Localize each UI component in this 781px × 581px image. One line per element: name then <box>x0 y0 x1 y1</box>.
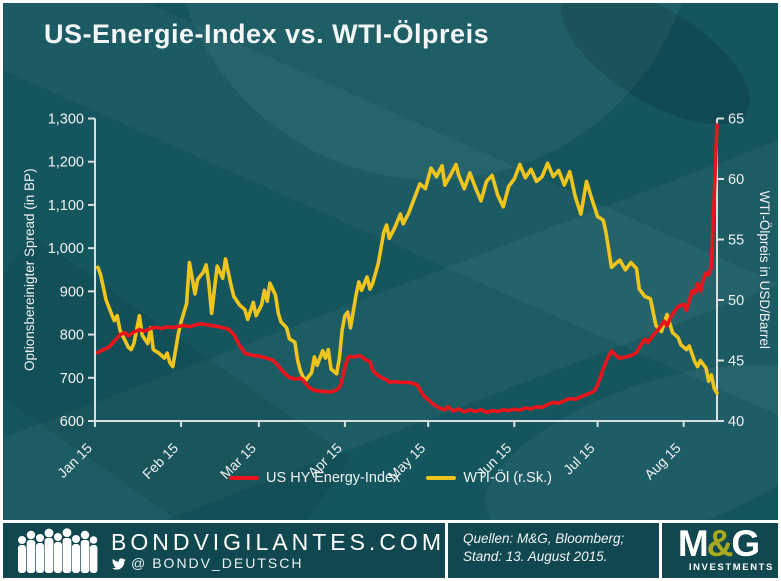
source-note-section: Quellen: M&G, Bloomberg; Stand: 13. Augu… <box>448 523 659 578</box>
footer-bar: BONDVIGILANTES.COM @ BONDV_DEUTSCH Quell… <box>3 523 778 578</box>
chart-legend: US HY Energy-Index WTI-Öl (r.Sk.) <box>3 470 778 486</box>
y-right-tick-label: 55 <box>728 233 744 249</box>
mg-logo-subtitle: INVESTMENTS <box>688 561 774 573</box>
footer-divider <box>444 523 448 578</box>
y-left-tick-label: 800 <box>60 328 84 344</box>
source-note: Quellen: M&G, Bloomberg; Stand: 13. Augu… <box>462 531 625 565</box>
legend-item-us-hy-energy-index: US HY Energy-Index <box>229 470 400 486</box>
legend-item-wti-oil: WTI-Öl (r.Sk.) <box>426 470 552 486</box>
y-right-tick-label: 50 <box>728 293 744 309</box>
chart-title: US-Energie-Index vs. WTI-Ölpreis <box>44 19 490 49</box>
y-left-tick-label: 1,000 <box>48 241 84 257</box>
mg-investments-logo: M&G INVESTMENTS <box>662 523 778 578</box>
twitter-link[interactable]: @ BONDV_DEUTSCH <box>111 555 445 571</box>
y-right-tick-label: 65 <box>728 112 744 128</box>
footer-divider <box>659 523 662 578</box>
y-left-axis-title: Optionsbereinigter Spread (in BP) <box>22 168 37 371</box>
y-right-tick-label: 45 <box>728 354 744 370</box>
legend-swatch-red-line <box>229 476 260 480</box>
twitter-handle: BONDV_DEUTSCH <box>152 555 304 572</box>
y-left-tick-label: 1,200 <box>48 155 84 171</box>
footer-brand-section: BONDVIGILANTES.COM @ BONDV_DEUTSCH <box>3 523 445 578</box>
dual-axis-line-chart: 600 700 800 900 1,000 1,100 1,200 1,300 40 45 50 55… <box>22 112 772 484</box>
bondvigilantes-link[interactable]: BONDVIGILANTES.COM <box>111 528 445 555</box>
series-line-wti-oil <box>96 161 719 396</box>
twitter-at-symbol: @ <box>131 555 148 572</box>
y-left-tick-label: 1,300 <box>48 112 84 128</box>
footer-separator-line <box>3 520 778 523</box>
y-left-tick-label: 600 <box>60 414 84 430</box>
y-left-tick-label: 900 <box>60 284 84 300</box>
people-silhouettes-icon <box>18 528 98 573</box>
legend-label-us-hy-energy-index: US HY Energy-Index <box>266 470 401 486</box>
series-line-us-hy-energy-index <box>96 123 719 415</box>
mg-logo-ampersand: & <box>706 523 734 565</box>
y-left-tick-label: 700 <box>60 371 84 387</box>
brand-block: BONDVIGILANTES.COM @ BONDV_DEUTSCH <box>111 530 445 571</box>
mg-logo-text: M&G <box>677 523 760 565</box>
y-right-axis-title: WTI-Ölpreis in USD/Barrel <box>757 191 772 349</box>
y-right-tick-label: 40 <box>728 414 744 430</box>
y-right-tick-label: 60 <box>728 172 744 188</box>
twitter-bird-icon <box>112 557 126 570</box>
y-left-tick-label: 1,100 <box>48 198 84 214</box>
legend-label-wti-oil: WTI-Öl (r.Sk.) <box>463 470 552 486</box>
legend-swatch-yellow-line <box>426 476 457 480</box>
